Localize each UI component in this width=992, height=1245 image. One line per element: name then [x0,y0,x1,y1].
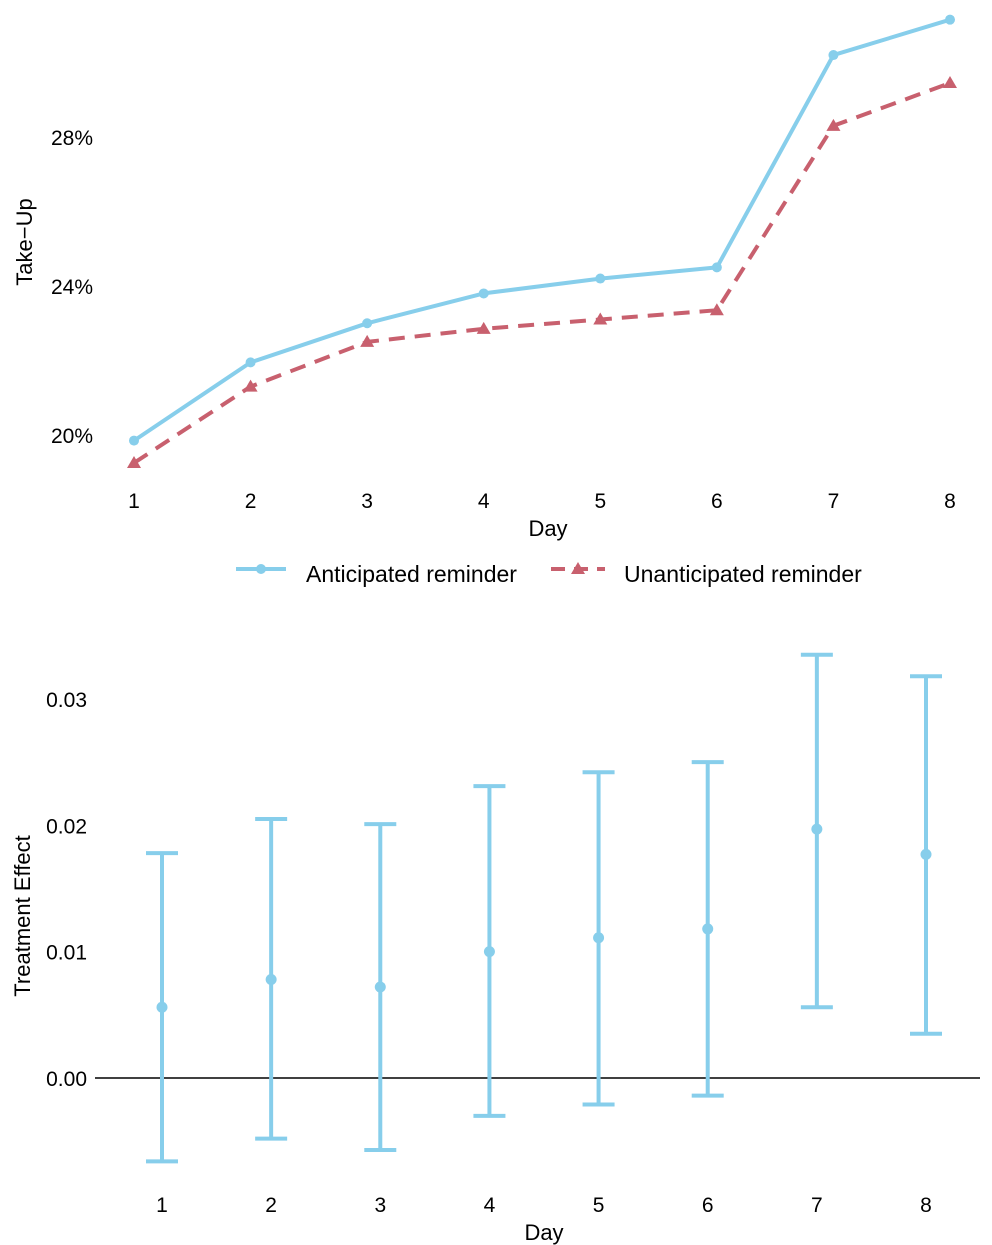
legend-anticipated-label: Anticipated reminder [306,561,517,587]
unanticipated-point [943,75,957,88]
top-x-tick-label: 4 [478,490,490,513]
legend-item-unanticipated: Unanticipated reminder [551,561,862,587]
legend-anticipated-marker [256,564,266,574]
bottom-y-tick-label: 0.01 [46,942,87,965]
unanticipated-point [476,321,491,334]
anticipated-point [129,435,139,446]
unanticipated-point [360,334,375,347]
top-x-axis-title: Day [528,516,567,541]
bottom-y-axis-title: Treatment Effect [10,835,35,996]
point-estimate [702,923,714,935]
top-x-tick-label: 8 [944,490,956,513]
bottom-y-tick-label: 0.02 [46,815,87,838]
bottom-x-axis-title: Day [524,1220,563,1245]
point-estimate [374,981,386,993]
top-axis-ticks: 20% 24% 28% 1 2 3 4 5 6 7 8 [51,127,956,513]
unanticipated-point [593,312,608,325]
bottom-x-tick-label: 5 [593,1194,605,1217]
error-bar-day-4 [473,784,506,1118]
top-x-tick-label: 5 [594,490,606,513]
point-estimate [593,932,605,944]
error-bar-day-5 [582,770,615,1107]
unanticipated-point [826,118,841,131]
anticipated-point [945,14,955,25]
top-y-tick-label: 24% [51,276,93,299]
anticipated-series-line [132,17,951,443]
unanticipated-point [127,455,141,468]
error-bar-day-6 [691,760,724,1098]
top-y-axis-title: Take−Up [12,198,37,285]
unanticipated-point [709,303,724,316]
top-x-tick-label: 2 [245,490,257,513]
error-bar-day-3 [364,822,397,1153]
bottom-axis-ticks: 0.00 0.01 0.02 0.03 1 2 3 4 5 6 7 8 [46,689,932,1217]
bottom-x-tick-label: 1 [156,1194,168,1217]
point-estimate [920,848,932,860]
bottom-x-tick-label: 7 [811,1194,823,1217]
bottom-x-tick-label: 8 [920,1194,932,1217]
bottom-x-tick-label: 2 [265,1194,277,1217]
unanticipated-series-line [132,81,951,465]
error-bars [146,652,942,1164]
bottom-x-tick-label: 3 [374,1194,386,1217]
error-bar-day-8 [910,674,942,1036]
top-x-tick-label: 7 [828,490,840,513]
legend: Anticipated reminder Unanticipated remin… [236,561,862,587]
bottom-y-tick-label: 0.03 [46,689,87,712]
error-bar-day-7 [800,652,833,1010]
point-estimate [811,823,823,835]
anticipated-point [362,318,373,329]
take-up-line-chart: Take−Up Day 20% 24% 28% 1 2 3 4 5 6 7 8 [12,14,957,541]
anticipated-point [828,50,839,61]
top-x-tick-label: 3 [361,490,373,513]
bottom-y-tick-label: 0.00 [46,1068,87,1091]
anticipated-point [711,262,722,273]
top-x-tick-label: 6 [711,490,723,513]
treatment-effect-chart: Treatment Effect Day 0.00 0.01 0.02 0.03 1 2 3… [10,652,980,1245]
top-x-tick-label: 1 [128,490,140,513]
error-bar-day-1 [146,851,178,1164]
error-bar-day-2 [255,817,288,1141]
point-estimate [483,946,495,958]
anticipated-point [478,288,489,299]
top-series-lines [127,14,957,468]
legend-item-anticipated: Anticipated reminder [236,561,517,587]
anticipated-point [245,357,256,368]
top-y-tick-label: 28% [51,127,93,150]
unanticipated-point [243,379,258,392]
legend-unanticipated-marker [571,562,585,574]
anticipated-point [595,273,606,284]
point-estimate [156,1001,168,1013]
point-estimate [265,973,277,985]
bottom-x-tick-label: 4 [484,1194,496,1217]
top-y-tick-label: 20% [51,425,93,448]
legend-unanticipated-label: Unanticipated reminder [624,561,862,587]
bottom-x-tick-label: 6 [702,1194,714,1217]
